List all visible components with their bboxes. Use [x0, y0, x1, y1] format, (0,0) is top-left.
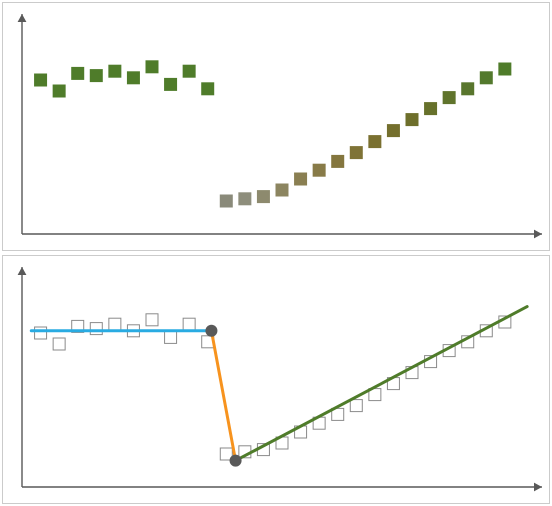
panel-border — [3, 3, 550, 251]
data-point — [442, 91, 456, 105]
data-point — [34, 73, 48, 87]
data-point — [71, 66, 85, 80]
bottom-chart-panel — [2, 255, 550, 504]
data-point — [53, 338, 65, 350]
data-point — [52, 84, 66, 98]
data-point — [238, 192, 252, 206]
data-point — [108, 64, 122, 78]
top-chart-panel — [2, 2, 550, 251]
panel-border — [3, 256, 550, 504]
data-point — [89, 69, 103, 83]
data-point — [368, 135, 382, 149]
data-point — [349, 146, 363, 160]
data-point — [164, 77, 178, 91]
data-point — [146, 314, 158, 326]
data-point — [165, 331, 177, 343]
data-point — [479, 71, 493, 85]
data-point — [126, 71, 140, 85]
data-point — [312, 163, 326, 177]
data-point — [219, 194, 233, 208]
data-point — [109, 318, 121, 330]
data-point — [201, 82, 215, 96]
data-point — [294, 172, 308, 186]
data-point — [350, 400, 362, 412]
data-point — [145, 60, 159, 74]
data-point — [275, 183, 289, 197]
data-point — [35, 327, 47, 339]
data-point — [498, 62, 512, 76]
chart-svg — [2, 2, 550, 251]
knot-point — [205, 325, 217, 337]
knot-point — [230, 455, 242, 467]
data-point — [461, 82, 475, 96]
data-point — [90, 323, 102, 335]
data-point — [386, 124, 400, 138]
data-point — [183, 318, 195, 330]
data-point — [256, 190, 270, 204]
data-point — [331, 154, 345, 168]
data-point — [424, 102, 438, 116]
chart-svg — [2, 255, 550, 504]
data-point — [182, 64, 196, 78]
data-point — [405, 113, 419, 127]
